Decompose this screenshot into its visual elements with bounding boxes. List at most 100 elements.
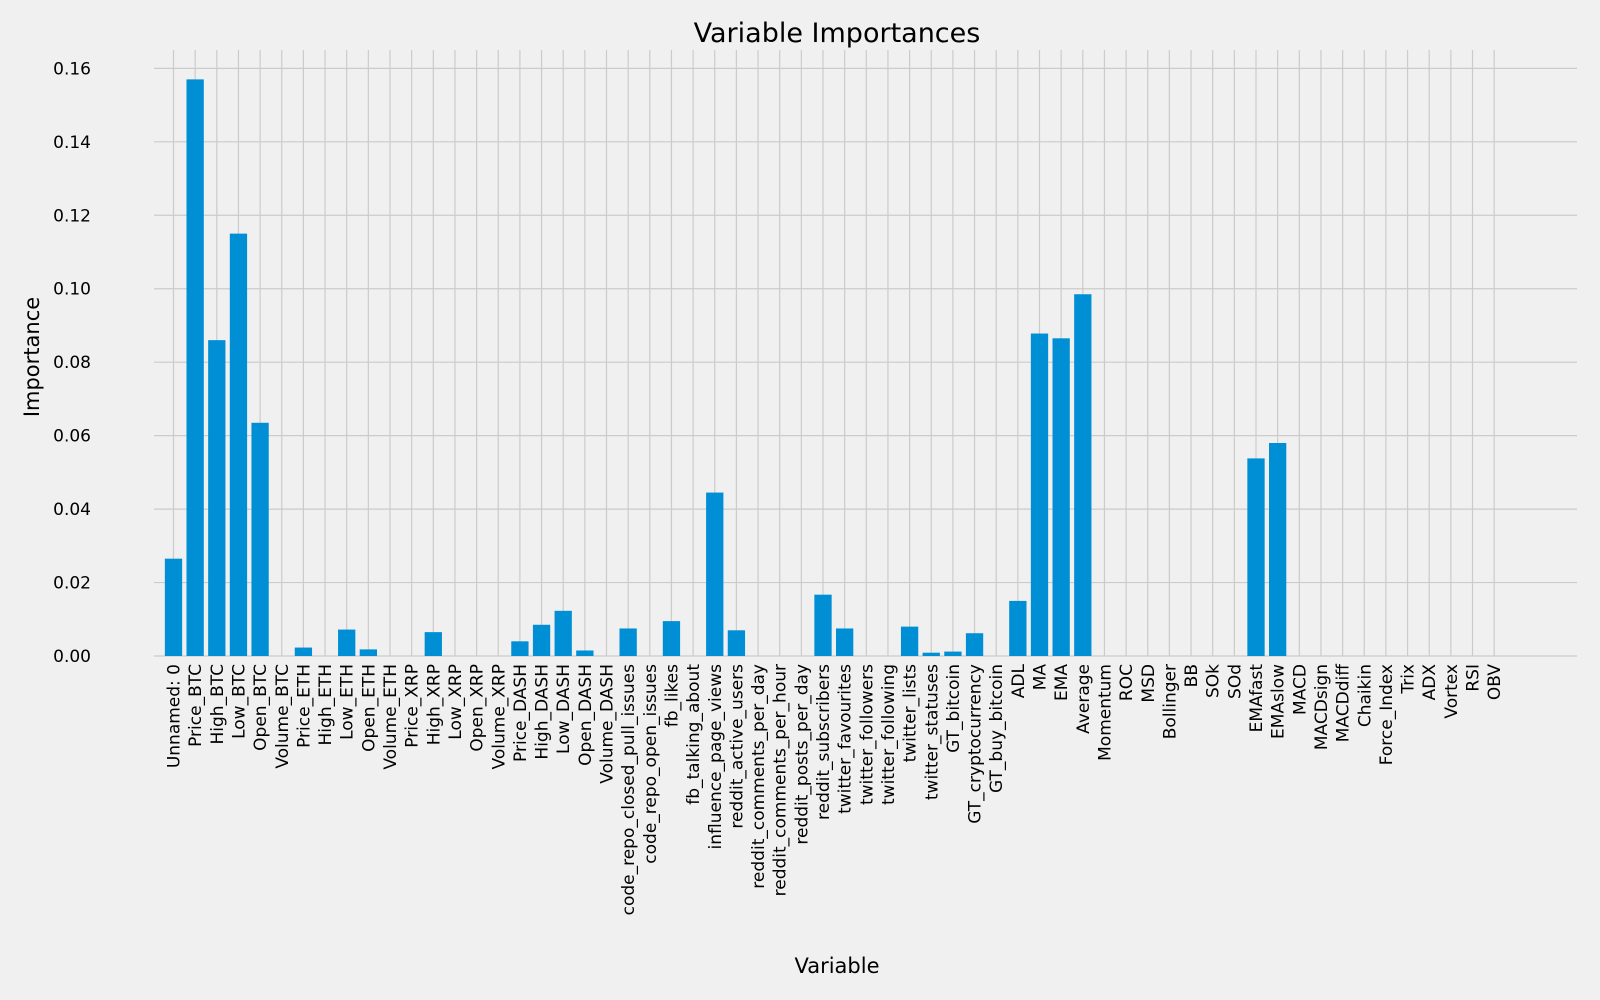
x-tick-label: Price_ETH bbox=[294, 664, 314, 748]
x-tick-label: Price_DASH bbox=[511, 664, 531, 762]
x-tick-label: reddit_active_users bbox=[727, 664, 747, 829]
bar bbox=[1052, 338, 1070, 656]
x-tick-label: EMAslow bbox=[1269, 664, 1289, 739]
x-tick-label: High_ETH bbox=[316, 664, 336, 745]
x-tick-labels: Unnamed: 0 Price_BTC High_BTC Low_BTC Open_B… bbox=[165, 663, 1506, 916]
x-tick-label: GT_cryptocurrency bbox=[966, 664, 986, 824]
x-tick-label: MACDsign bbox=[1312, 664, 1332, 750]
x-tick-label: Price_BTC bbox=[186, 664, 206, 747]
bar bbox=[294, 647, 313, 656]
x-tick-label: fb_likes bbox=[662, 664, 682, 727]
y-tick-label: 0.02 bbox=[53, 574, 91, 594]
y-tick-label: 0.08 bbox=[53, 353, 91, 373]
x-tick-label: MACDdiff bbox=[1334, 663, 1354, 742]
bar bbox=[1009, 600, 1027, 656]
x-tick-label: Force_Index bbox=[1377, 664, 1397, 765]
x-tick-label: GT_bitcoin bbox=[944, 664, 964, 753]
bar bbox=[944, 651, 962, 656]
x-tick-label: Open_DASH bbox=[576, 664, 596, 766]
bar bbox=[424, 632, 442, 656]
x-tick-label: MA bbox=[1031, 664, 1051, 691]
x-tick-label: Unnamed: 0 bbox=[165, 664, 185, 768]
x-tick-label: GT_buy_bitcoin bbox=[987, 664, 1007, 793]
x-tick-label: Low_BTC bbox=[229, 664, 249, 739]
y-tick-label: 0.10 bbox=[53, 280, 91, 300]
x-tick-label: Trix bbox=[1399, 664, 1419, 695]
x-tick-label: Volume_DASH bbox=[598, 664, 618, 784]
x-tick-label: twitter_lists bbox=[901, 664, 921, 763]
x-tick-label: High_XRP bbox=[424, 664, 444, 745]
x-tick-label: Momentum bbox=[1095, 664, 1115, 761]
x-tick-label: BB bbox=[1182, 664, 1202, 687]
bar bbox=[619, 628, 637, 656]
x-tick-label: twitter_statuses bbox=[922, 664, 942, 800]
y-tick-label: 0.00 bbox=[53, 647, 91, 667]
bar bbox=[576, 650, 594, 656]
y-tick-label: 0.04 bbox=[53, 500, 91, 520]
x-tick-label: reddit_comments_per_day bbox=[749, 664, 769, 889]
x-tick-label: Low_ETH bbox=[338, 664, 358, 740]
bar bbox=[706, 492, 724, 656]
bar bbox=[229, 233, 248, 657]
y-tick-label: 0.06 bbox=[53, 427, 91, 447]
x-tick-label: MACD bbox=[1290, 664, 1310, 715]
x-tick-label: SOd bbox=[1225, 664, 1245, 699]
bar bbox=[554, 610, 572, 656]
x-tick-label: code_repo_closed_pull_issues bbox=[619, 664, 639, 916]
chart-title: Variable Importances bbox=[694, 18, 981, 49]
x-tick-label: reddit_subscribers bbox=[814, 664, 834, 820]
x-tick-label: Volume_ETH bbox=[381, 664, 401, 770]
y-tick-label: 0.12 bbox=[53, 206, 91, 226]
x-tick-label: Open_ETH bbox=[359, 664, 379, 752]
bar bbox=[727, 630, 746, 656]
x-tick-label: Low_DASH bbox=[554, 664, 574, 754]
bar bbox=[164, 558, 183, 656]
x-tick-label: twitter_followers bbox=[857, 664, 877, 805]
bar bbox=[511, 641, 529, 656]
x-tick-label: twitter_following bbox=[879, 664, 899, 805]
bars bbox=[164, 79, 1287, 657]
y-axis-label: Importance bbox=[20, 297, 44, 417]
bar bbox=[1030, 333, 1049, 656]
bar bbox=[836, 628, 854, 656]
x-tick-label: reddit_comments_per_hour bbox=[771, 664, 791, 896]
x-tick-label: Low_XRP bbox=[446, 664, 466, 740]
x-tick-label: Average bbox=[1074, 664, 1094, 734]
x-tick-label: ADX bbox=[1420, 664, 1440, 701]
bar bbox=[208, 340, 226, 656]
bar bbox=[1247, 458, 1265, 656]
x-tick-label: Price_XRP bbox=[403, 664, 423, 748]
bar bbox=[900, 626, 919, 656]
x-tick-label: EMA bbox=[1052, 664, 1072, 701]
x-tick-label: EMAfast bbox=[1247, 664, 1267, 733]
y-tick-labels: 0.00 0.02 0.04 0.06 0.08 0.10 0.12 0.14 0.16 bbox=[53, 59, 91, 667]
bar bbox=[359, 649, 377, 656]
x-tick-label: MSD bbox=[1139, 664, 1159, 703]
bar bbox=[338, 629, 356, 656]
y-tick-label: 0.14 bbox=[53, 133, 91, 153]
bar bbox=[1269, 442, 1287, 656]
bar bbox=[186, 79, 204, 656]
bar bbox=[1074, 294, 1092, 656]
x-tick-label: Volume_XRP bbox=[489, 664, 509, 769]
bar bbox=[814, 594, 832, 656]
x-tick-label: Vortex bbox=[1442, 664, 1462, 719]
x-tick-label: code_repo_open_issues bbox=[641, 664, 661, 864]
x-tick-label: Chaikin bbox=[1355, 664, 1375, 727]
x-tick-label: Open_XRP bbox=[468, 664, 488, 752]
x-tick-label: twitter_favourites bbox=[836, 664, 856, 814]
bar bbox=[922, 652, 940, 656]
y-tick-label: 0.16 bbox=[53, 59, 91, 79]
x-tick-label: ADL bbox=[1009, 663, 1029, 698]
bar bbox=[662, 621, 681, 656]
x-tick-label: OBV bbox=[1485, 664, 1505, 701]
x-tick-label: ROC bbox=[1117, 664, 1137, 701]
x-tick-label: SOk bbox=[1204, 664, 1224, 698]
x-tick-label: High_BTC bbox=[208, 664, 228, 745]
x-tick-label: influence_page_views bbox=[706, 664, 726, 850]
x-tick-label: fb_talking_about bbox=[684, 664, 704, 805]
x-tick-label: Bollinger bbox=[1160, 664, 1180, 739]
x-tick-label: Open_BTC bbox=[251, 664, 271, 751]
